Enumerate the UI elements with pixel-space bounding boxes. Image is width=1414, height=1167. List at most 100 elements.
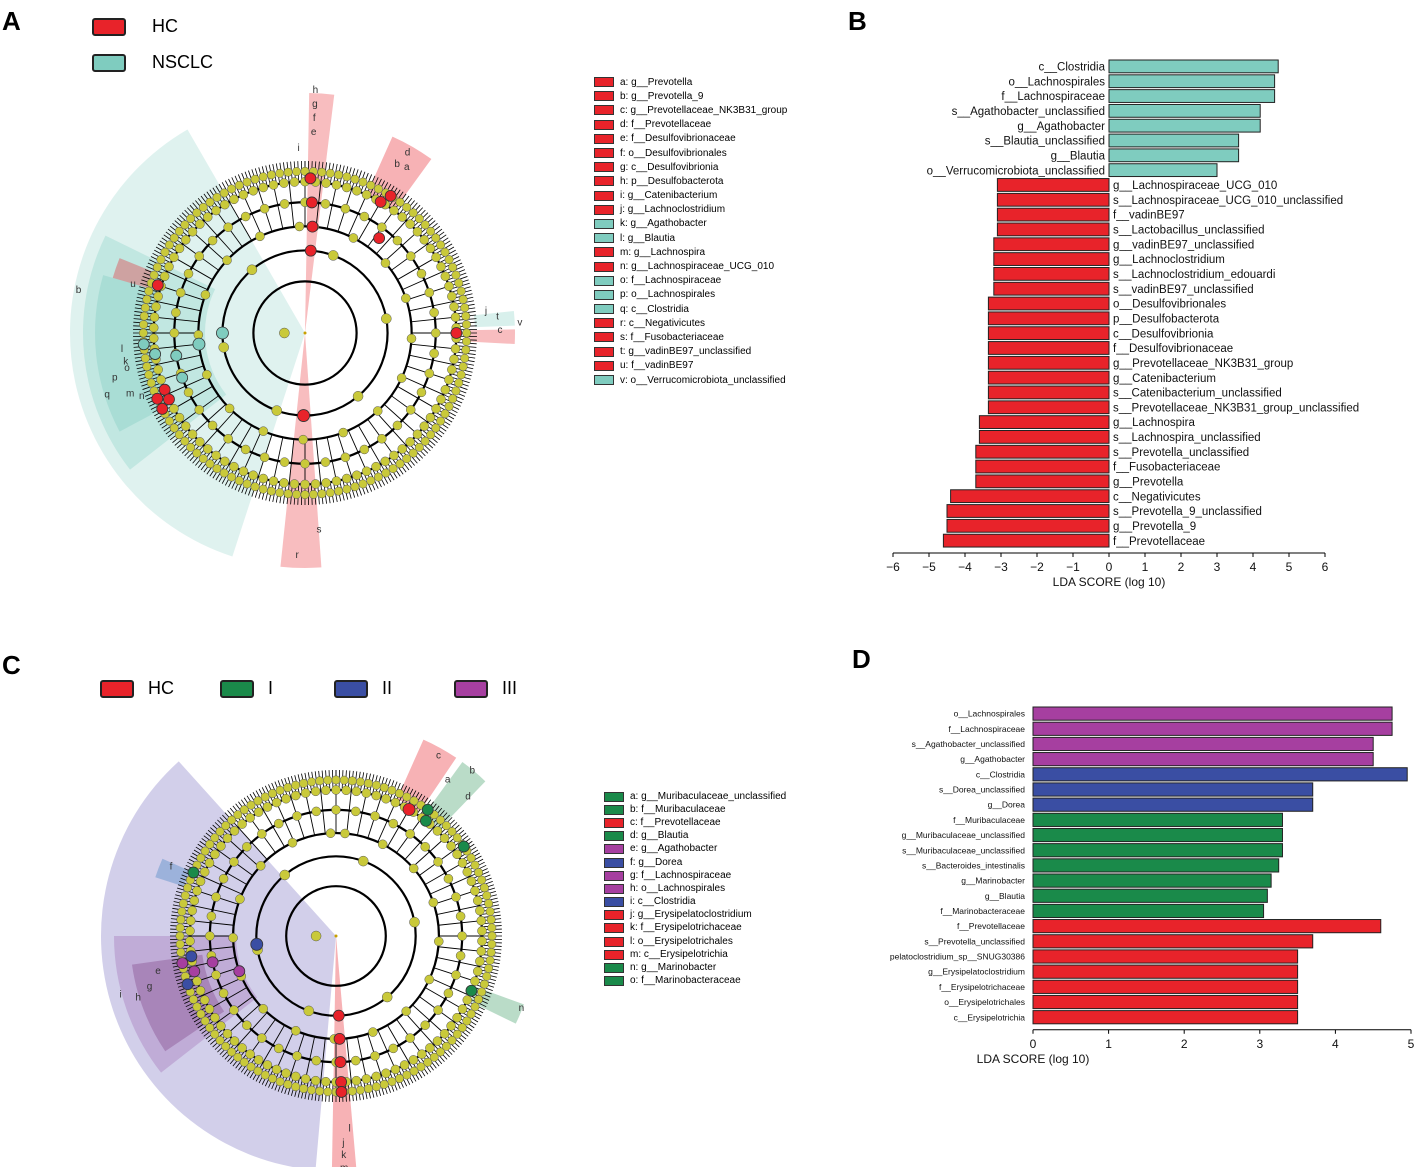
clade-node — [216, 841, 226, 851]
clade-node — [156, 375, 166, 385]
clade-node — [461, 311, 471, 321]
clade-node — [202, 369, 212, 380]
clade-node — [406, 333, 417, 344]
clade-node — [447, 291, 457, 302]
clade-branch — [438, 946, 482, 952]
clade-node — [352, 186, 362, 196]
clade-node — [229, 857, 239, 867]
legend-swatch — [100, 679, 134, 698]
clade-node — [476, 915, 487, 926]
clade-node — [447, 1035, 457, 1045]
clade-node-highlight — [250, 937, 264, 951]
lda-bar-label: o__Lachnospirales — [1008, 76, 1105, 88]
key-swatch — [604, 844, 624, 855]
clade-node — [331, 805, 341, 815]
key-text: d: g__Blautia — [630, 830, 689, 842]
x-tick-label: 2 — [1181, 1037, 1188, 1051]
key-row: a: g__Prevotella — [594, 75, 787, 89]
clade-node — [396, 373, 407, 383]
lda-bar — [1108, 133, 1240, 148]
clade-node — [175, 287, 186, 298]
clade-branch — [429, 876, 470, 895]
key-swatch — [594, 275, 614, 286]
clade-branch — [166, 271, 208, 291]
clade-node — [456, 286, 466, 296]
key-text: a: g__Prevotella — [620, 76, 693, 88]
key-swatch — [594, 162, 614, 173]
lda-bar-label: s__Blautia_unclassified — [985, 136, 1105, 148]
clade-node — [395, 197, 405, 207]
clade-node — [321, 178, 331, 188]
cladogram-key-c: a: g__Muribaculaceae_unclassified b: f__M… — [604, 790, 786, 988]
lda-bar-label: g__Prevotella — [1113, 477, 1184, 489]
lda-bar — [993, 266, 1110, 281]
clade-branch — [346, 1038, 352, 1082]
clade-sector — [155, 858, 190, 887]
clade-branch — [156, 301, 201, 312]
clade-node — [310, 786, 321, 797]
lda-bar — [996, 207, 1110, 222]
clade-node — [448, 262, 458, 272]
panel-letter-a: A — [2, 6, 21, 36]
clade-node — [234, 476, 244, 486]
clade-node — [242, 479, 252, 489]
clade-node — [215, 1035, 225, 1045]
clade-branch — [276, 802, 295, 843]
clade-node — [456, 370, 466, 380]
clade-node — [229, 826, 240, 836]
clade-label: n — [519, 1003, 525, 1014]
key-row: g: c__Desulfovibrionia — [594, 160, 787, 174]
x-tick-label: 0 — [1106, 560, 1113, 574]
clade-node — [174, 430, 184, 440]
clade-branch — [315, 182, 322, 227]
clade-node — [281, 1068, 291, 1079]
clade-node-highlight — [187, 866, 200, 879]
lda-bar — [987, 341, 1110, 355]
clade-sector — [331, 936, 357, 1167]
key-row: b: f__Muribaculaceae — [604, 803, 786, 816]
clade-node — [460, 303, 470, 313]
clade-node-highlight — [185, 950, 198, 963]
key-swatch — [594, 233, 614, 244]
clade-node — [320, 199, 331, 209]
clade-node-highlight — [170, 349, 183, 362]
key-text: f: o__Desulfovibrionales — [620, 147, 727, 159]
clade-node — [194, 405, 204, 415]
clade-node — [466, 1009, 476, 1019]
clade-node — [153, 364, 163, 375]
clade-branch — [411, 343, 456, 350]
clade-label: a — [404, 162, 410, 173]
lda-bar-label: c__Negativicutes — [1113, 491, 1201, 503]
key-swatch — [594, 190, 614, 201]
key-swatch — [594, 318, 614, 329]
clade-label: i — [298, 143, 300, 154]
clade-node — [210, 1012, 220, 1023]
clade-label: b — [76, 285, 82, 296]
clade-label: c — [498, 325, 503, 336]
clade-node — [175, 931, 185, 941]
clade-node — [229, 1005, 239, 1015]
key-swatch — [604, 831, 624, 842]
lda-bar-label: g__Erysipelatoclostridium — [928, 967, 1025, 977]
key-swatch — [594, 133, 614, 144]
clade-branch — [436, 956, 479, 967]
clade-node — [444, 281, 454, 291]
clade-node — [227, 472, 237, 482]
clade-sector — [114, 936, 258, 1073]
legend-a-hc: HC — [92, 16, 178, 37]
clade-node — [359, 211, 370, 222]
clade-node — [311, 1055, 322, 1066]
clade-node — [195, 219, 205, 229]
lda-bar-label: s__Lachnospiraceae_UCG_010_unclassified — [1113, 195, 1343, 207]
clade-node — [389, 450, 399, 461]
clade-node-highlight — [192, 337, 206, 351]
clade-node — [430, 328, 441, 338]
clade-node-highlight — [149, 348, 162, 360]
clade-branch — [190, 946, 234, 952]
clade-node — [444, 375, 454, 385]
clade-node — [279, 199, 290, 209]
clade-node — [380, 258, 391, 268]
clade-node — [183, 883, 193, 893]
lda-bar — [1032, 949, 1299, 964]
